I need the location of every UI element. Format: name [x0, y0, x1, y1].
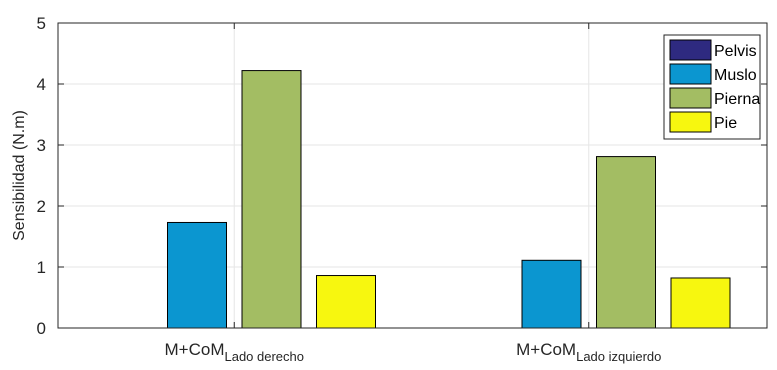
- y-tick-label: 5: [37, 14, 46, 33]
- x-tick-label-main: M+CoM: [516, 340, 576, 359]
- y-tick-label: 0: [37, 319, 46, 338]
- legend-swatch-pie: [669, 111, 712, 133]
- bar-pie: [316, 275, 376, 329]
- legend-swatch-pierna: [669, 87, 712, 109]
- bar-pie: [670, 277, 731, 329]
- bar-pierna: [596, 156, 656, 329]
- x-tick-label-subscript: Lado derecho: [224, 349, 304, 364]
- bar-muslo: [521, 259, 582, 329]
- grid-lines: [58, 23, 767, 328]
- y-axis-label: Sensibilidad (N.m): [11, 110, 28, 241]
- y-tick-label: 1: [37, 258, 46, 277]
- y-tick-label: 4: [37, 75, 46, 94]
- bars: [167, 70, 731, 329]
- legend: Pelvis Muslo Pierna Pie: [663, 34, 761, 140]
- x-tick-label: M+CoMLado izquierdo: [516, 340, 661, 364]
- legend-swatch-muslo: [669, 63, 712, 85]
- bar-pierna: [241, 70, 302, 329]
- legend-swatch-pelvis: [669, 39, 712, 61]
- axes-box: [57, 22, 768, 329]
- x-tick-label: M+CoMLado derecho: [165, 340, 305, 364]
- bar-muslo: [167, 221, 227, 329]
- y-axis-ticks: 0 1 2 3 4 5: [37, 14, 767, 338]
- y-tick-label: 3: [37, 136, 46, 155]
- x-axis-ticks: M+CoMLado derecho M+CoMLado izquierdo: [165, 23, 661, 364]
- x-tick-label-subscript: Lado izquierdo: [576, 349, 661, 364]
- legend-label-muslo: Muslo: [714, 67, 757, 84]
- legend-label-pelvis: Pelvis: [714, 43, 757, 60]
- legend-label-pie: Pie: [714, 115, 737, 132]
- x-tick-label-main: M+CoM: [165, 340, 225, 359]
- legend-label-pierna: Pierna: [714, 91, 760, 108]
- y-tick-label: 2: [37, 197, 46, 216]
